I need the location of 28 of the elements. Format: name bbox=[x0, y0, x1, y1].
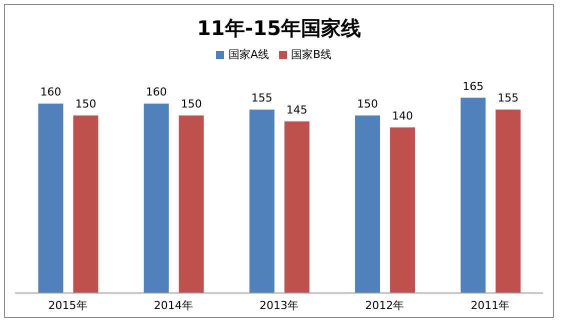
data-label: 160 bbox=[146, 86, 167, 99]
data-label: 165 bbox=[462, 80, 484, 93]
bar bbox=[284, 121, 310, 293]
data-label: 160 bbox=[40, 86, 62, 99]
x-tick-label: 2011年 bbox=[470, 298, 510, 312]
legend-label: 国家B线 bbox=[290, 48, 332, 61]
data-label: 155 bbox=[251, 92, 272, 105]
data-label: 145 bbox=[286, 103, 308, 116]
data-label: 140 bbox=[392, 109, 414, 122]
bar bbox=[390, 127, 416, 293]
bar bbox=[249, 110, 274, 293]
bar bbox=[178, 116, 204, 293]
x-tick-label: 2013年 bbox=[260, 298, 298, 312]
data-label: 155 bbox=[498, 92, 519, 105]
bar bbox=[73, 116, 98, 293]
x-tick-label: 2015年 bbox=[48, 298, 88, 312]
bar bbox=[355, 116, 380, 293]
bar bbox=[496, 110, 521, 293]
legend-label: 国家A线 bbox=[228, 48, 269, 61]
bar bbox=[38, 104, 64, 293]
data-label: 150 bbox=[180, 98, 202, 110]
data-label: 150 bbox=[357, 98, 378, 110]
x-tick-label: 2014年 bbox=[154, 298, 193, 312]
bar bbox=[460, 98, 486, 293]
data-label: 150 bbox=[75, 98, 96, 110]
bar bbox=[144, 104, 169, 293]
chart-title: 11年-15年国家线 bbox=[196, 15, 362, 42]
x-tick-label: 2012年 bbox=[365, 298, 404, 312]
